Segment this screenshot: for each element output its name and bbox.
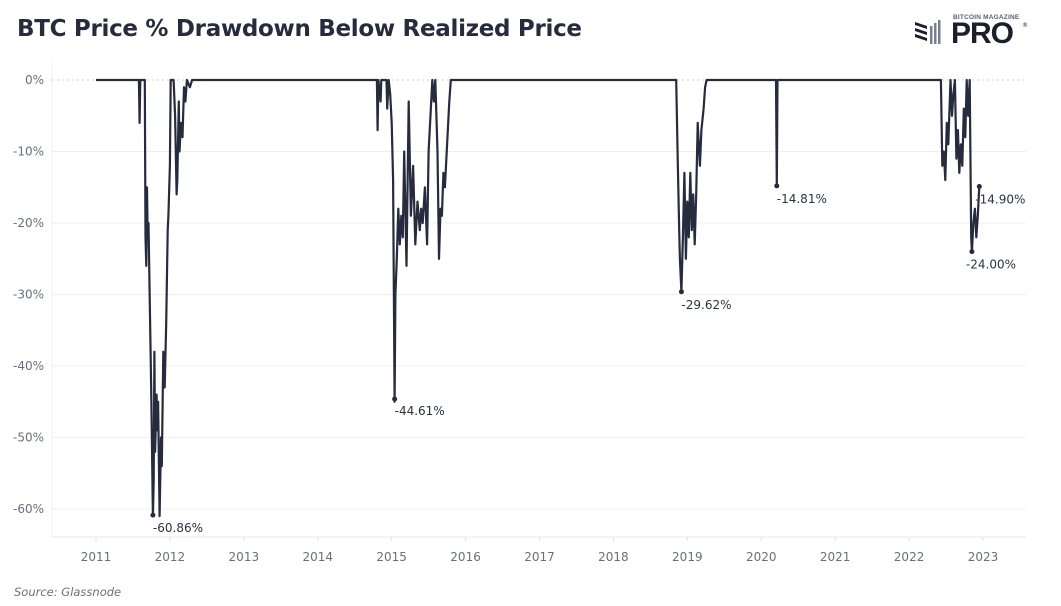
x-tick-label: 2015	[376, 550, 407, 564]
chart-title: BTC Price % Drawdown Below Realized Pric…	[17, 16, 582, 42]
brand-logo: BITCOIN MAGAZINE PRO ®	[915, 12, 1035, 52]
y-tick-label: -40%	[13, 359, 44, 373]
annotation-label: -60.86%	[153, 521, 203, 535]
annotation-marker	[976, 184, 982, 190]
logo-text: PRO	[951, 17, 1014, 50]
x-tick-label: 2018	[598, 550, 629, 564]
annotation-label: -24.00%	[966, 258, 1016, 272]
x-tick-label: 2014	[302, 550, 333, 564]
drawdown-series-line	[96, 78, 981, 518]
x-axis-ticks: 2011 2012 2013 2014 2015 2016 2017 2018 2019 2020…	[81, 537, 999, 564]
logo-subtitle: BITCOIN MAGAZINE	[953, 14, 1020, 21]
y-tick-label: -10%	[13, 145, 44, 159]
x-tick-label: 2016	[450, 550, 481, 564]
x-tick-label: 2023	[968, 550, 999, 564]
series-layer	[96, 78, 981, 518]
x-tick-label: 2021	[820, 550, 851, 564]
y-tick-label: -20%	[13, 216, 44, 230]
annotation-marker	[969, 249, 975, 255]
annotation-marker	[392, 396, 398, 402]
annotations-layer: -60.86% -44.61% -29.62% -14.81% -24.00% -14.9…	[150, 183, 1025, 535]
x-tick-label: 2012	[155, 550, 186, 564]
y-tick-label: -50%	[13, 431, 44, 445]
x-tick-label: 2011	[81, 550, 112, 564]
x-tick-label: 2020	[746, 550, 777, 564]
x-tick-label: 2019	[672, 550, 703, 564]
y-axis-ticks: 0% -10% -20% -30% -40% -50% -60%	[13, 73, 44, 516]
registered-mark: ®	[1022, 22, 1028, 29]
gridlines	[51, 62, 1026, 538]
annotation-marker	[150, 512, 156, 518]
y-tick-label: 0%	[25, 73, 44, 87]
annotation-label: -44.61%	[395, 404, 445, 418]
x-tick-label: 2017	[524, 550, 555, 564]
annotation-marker	[774, 183, 780, 189]
annotation-marker	[678, 289, 684, 295]
y-tick-label: -30%	[13, 288, 44, 302]
x-tick-label: 2022	[894, 550, 925, 564]
annotation-label: -14.90%	[975, 193, 1025, 207]
annotation-label: -29.62%	[681, 298, 731, 312]
bars-logo-icon	[915, 20, 941, 44]
x-tick-label: 2013	[229, 550, 260, 564]
annotation-label: -14.81%	[777, 192, 827, 206]
y-tick-label: -60%	[13, 502, 44, 516]
source-note: Source: Glassnode	[14, 585, 122, 599]
